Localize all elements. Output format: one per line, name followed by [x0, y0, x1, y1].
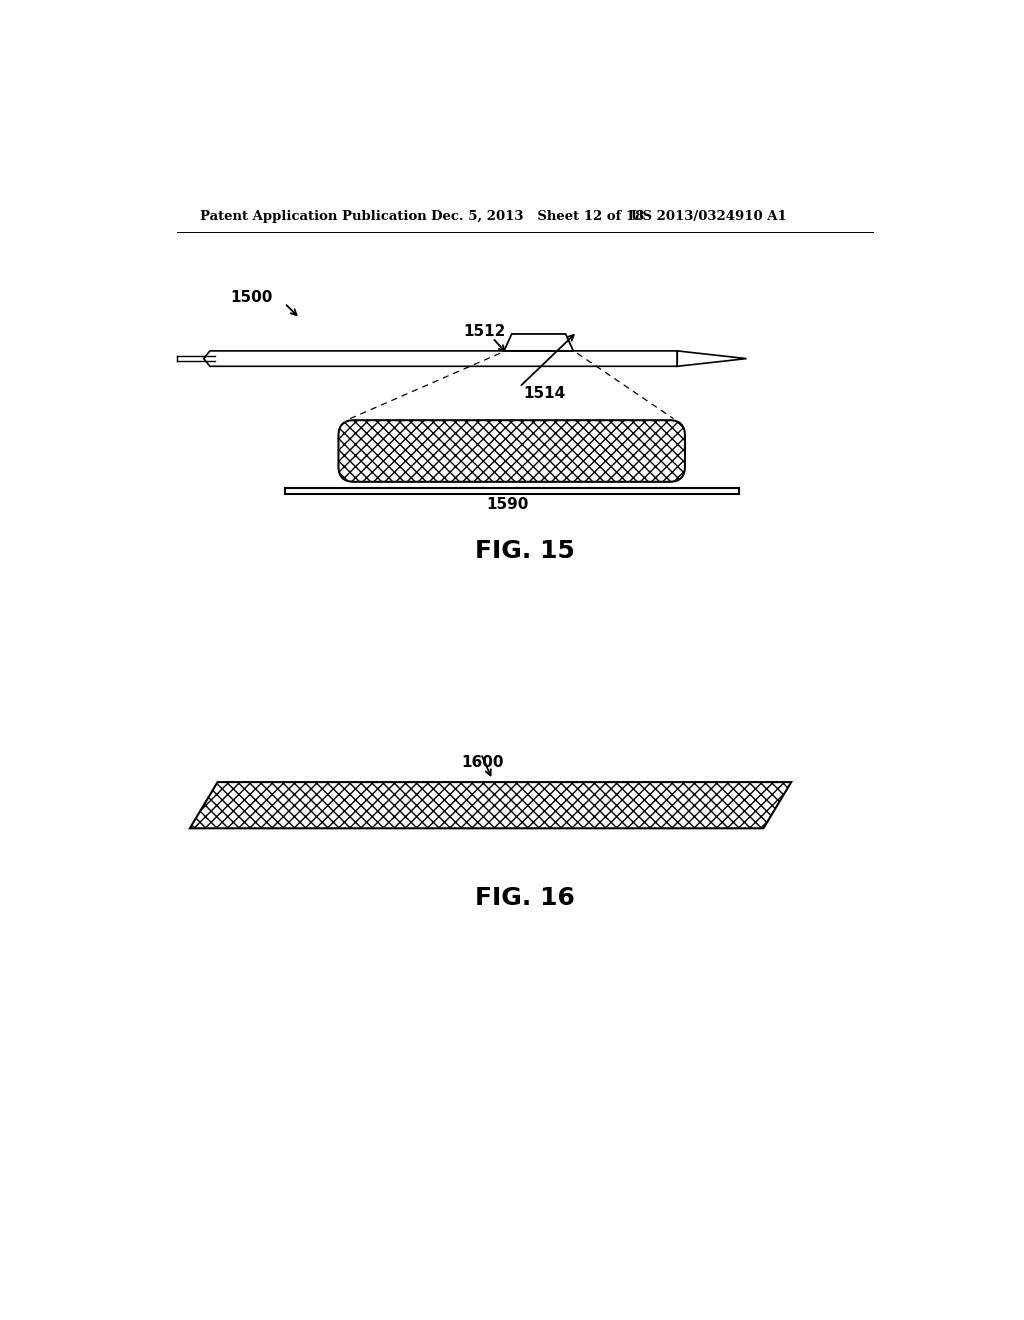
Text: Patent Application Publication: Patent Application Publication	[200, 210, 427, 223]
Text: 1514: 1514	[523, 385, 565, 401]
Polygon shape	[204, 351, 677, 367]
Text: FIG. 15: FIG. 15	[475, 539, 574, 564]
Text: 1500: 1500	[230, 289, 273, 305]
Text: US 2013/0324910 A1: US 2013/0324910 A1	[631, 210, 786, 223]
Text: 1600: 1600	[462, 755, 504, 771]
Text: FIG. 16: FIG. 16	[475, 886, 574, 909]
Polygon shape	[189, 781, 792, 829]
Text: 1590: 1590	[486, 498, 529, 512]
Polygon shape	[677, 351, 746, 367]
Text: 1512: 1512	[464, 325, 506, 339]
FancyBboxPatch shape	[339, 420, 685, 482]
Polygon shape	[504, 334, 573, 351]
Text: Dec. 5, 2013   Sheet 12 of 18: Dec. 5, 2013 Sheet 12 of 18	[431, 210, 644, 223]
